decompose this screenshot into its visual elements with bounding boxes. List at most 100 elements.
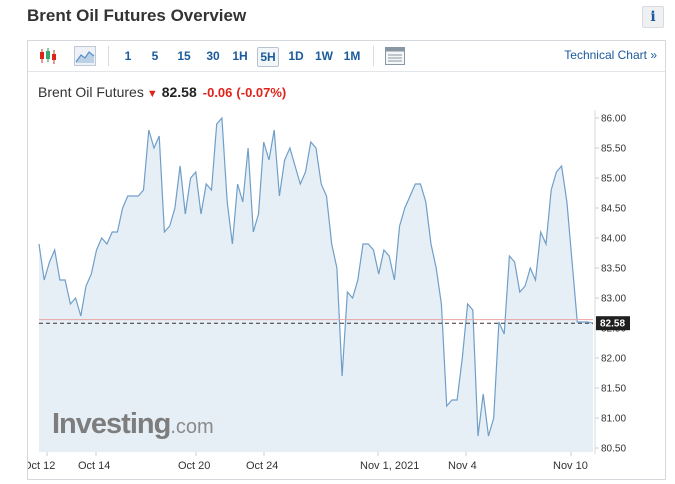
current-price-label: 82.58 bbox=[600, 319, 625, 330]
price-point bbox=[331, 243, 333, 245]
price-point bbox=[466, 303, 468, 305]
price-point bbox=[268, 159, 270, 161]
price-point bbox=[493, 417, 495, 419]
price-point bbox=[221, 117, 223, 119]
candlestick-icon[interactable] bbox=[38, 46, 58, 66]
range-1h[interactable]: 1H bbox=[232, 49, 248, 63]
price-point bbox=[425, 201, 427, 203]
price-point bbox=[205, 183, 207, 185]
chart-toolbar: 1 5 15 30 1H 5H 1D 1W 1M Technical Chart… bbox=[28, 41, 665, 72]
price-point bbox=[184, 213, 186, 215]
price-point bbox=[38, 243, 40, 245]
price-point bbox=[289, 147, 291, 149]
x-tick-label: Oct 20 bbox=[178, 460, 210, 472]
price-point bbox=[336, 267, 338, 269]
price-point bbox=[242, 201, 244, 203]
price-series-line bbox=[38, 116, 594, 437]
price-point bbox=[179, 165, 181, 167]
instrument-name: Brent Oil Futures bbox=[38, 84, 144, 100]
table-icon[interactable] bbox=[384, 46, 406, 66]
price-point bbox=[451, 399, 453, 401]
price-point bbox=[304, 171, 306, 173]
price-point bbox=[566, 201, 568, 203]
price-point bbox=[456, 399, 458, 401]
price-point bbox=[393, 279, 395, 281]
price-point bbox=[64, 279, 66, 281]
price-point bbox=[461, 357, 463, 359]
price-point bbox=[236, 183, 238, 185]
range-1m[interactable]: 1M bbox=[343, 49, 361, 63]
price-point bbox=[142, 189, 144, 191]
price-change: -0.06 bbox=[202, 85, 233, 100]
price-point bbox=[550, 189, 552, 191]
investing-watermark: Investing.com bbox=[52, 408, 214, 440]
price-point bbox=[477, 435, 479, 437]
price-point bbox=[137, 195, 139, 197]
price-point bbox=[59, 279, 61, 281]
price-point bbox=[121, 207, 123, 209]
y-tick-label: 85.50 bbox=[601, 144, 626, 155]
price-point bbox=[195, 171, 197, 173]
price-point bbox=[158, 135, 160, 137]
price-point bbox=[404, 207, 406, 209]
price-point bbox=[346, 291, 348, 293]
info-button[interactable]: i bbox=[642, 6, 664, 28]
toolbar-divider bbox=[108, 46, 109, 66]
price-point bbox=[419, 183, 421, 185]
price-point bbox=[106, 243, 108, 245]
price-point bbox=[357, 279, 359, 281]
price-point bbox=[367, 243, 369, 245]
price-point bbox=[534, 279, 536, 281]
x-tick-label: Oct 12 bbox=[28, 460, 55, 472]
price-point bbox=[200, 213, 202, 215]
y-tick-label: 83.50 bbox=[601, 264, 626, 275]
price-point bbox=[315, 147, 317, 149]
price-point bbox=[101, 237, 103, 239]
x-tick-label: Oct 24 bbox=[246, 460, 278, 472]
y-tick-label: 84.50 bbox=[601, 204, 626, 215]
price-point bbox=[362, 243, 364, 245]
price-point bbox=[508, 255, 510, 257]
price-chart[interactable]: 86.0085.5085.0084.5084.0083.5083.0082.50… bbox=[28, 41, 665, 479]
price-point bbox=[472, 309, 474, 311]
technical-chart-link[interactable]: Technical Chart » bbox=[564, 48, 657, 62]
price-point bbox=[372, 249, 374, 251]
range-15[interactable]: 15 bbox=[177, 49, 191, 63]
x-tick-label: Nov 4 bbox=[448, 460, 477, 472]
price-change-percent: (-0.07%) bbox=[236, 85, 287, 100]
area-chart-icon[interactable] bbox=[74, 46, 96, 66]
price-point bbox=[430, 243, 432, 245]
price-point bbox=[148, 129, 150, 131]
price-point bbox=[571, 261, 573, 263]
price-point bbox=[398, 225, 400, 227]
range-1[interactable]: 1 bbox=[124, 49, 132, 63]
price-point bbox=[111, 231, 113, 233]
x-tick-label: Oct 14 bbox=[78, 460, 110, 472]
x-tick-label: Nov 10 bbox=[553, 460, 588, 472]
range-5[interactable]: 5 bbox=[151, 49, 159, 63]
price-point bbox=[294, 165, 296, 167]
price-point bbox=[435, 267, 437, 269]
price-point bbox=[320, 183, 322, 185]
x-tick-label: Nov 1, 2021 bbox=[360, 460, 419, 472]
down-arrow-icon: ▼ bbox=[146, 88, 158, 100]
range-1d[interactable]: 1D bbox=[288, 49, 304, 63]
range-5h[interactable]: 5H bbox=[257, 47, 279, 67]
price-point bbox=[545, 243, 547, 245]
price-point bbox=[95, 249, 97, 251]
y-tick-label: 86.00 bbox=[601, 114, 626, 125]
price-point bbox=[351, 297, 353, 299]
last-price: 82.58 bbox=[161, 84, 197, 100]
price-point bbox=[43, 279, 45, 281]
range-30[interactable]: 30 bbox=[206, 49, 220, 63]
price-point bbox=[388, 255, 390, 257]
price-point bbox=[540, 231, 542, 233]
price-point bbox=[163, 231, 165, 233]
y-tick-label: 83.00 bbox=[601, 294, 626, 305]
y-tick-label: 84.00 bbox=[601, 234, 626, 245]
price-point bbox=[132, 195, 134, 197]
range-1w[interactable]: 1W bbox=[315, 49, 333, 63]
price-point bbox=[210, 189, 212, 191]
price-point bbox=[216, 123, 218, 125]
price-point bbox=[414, 183, 416, 185]
